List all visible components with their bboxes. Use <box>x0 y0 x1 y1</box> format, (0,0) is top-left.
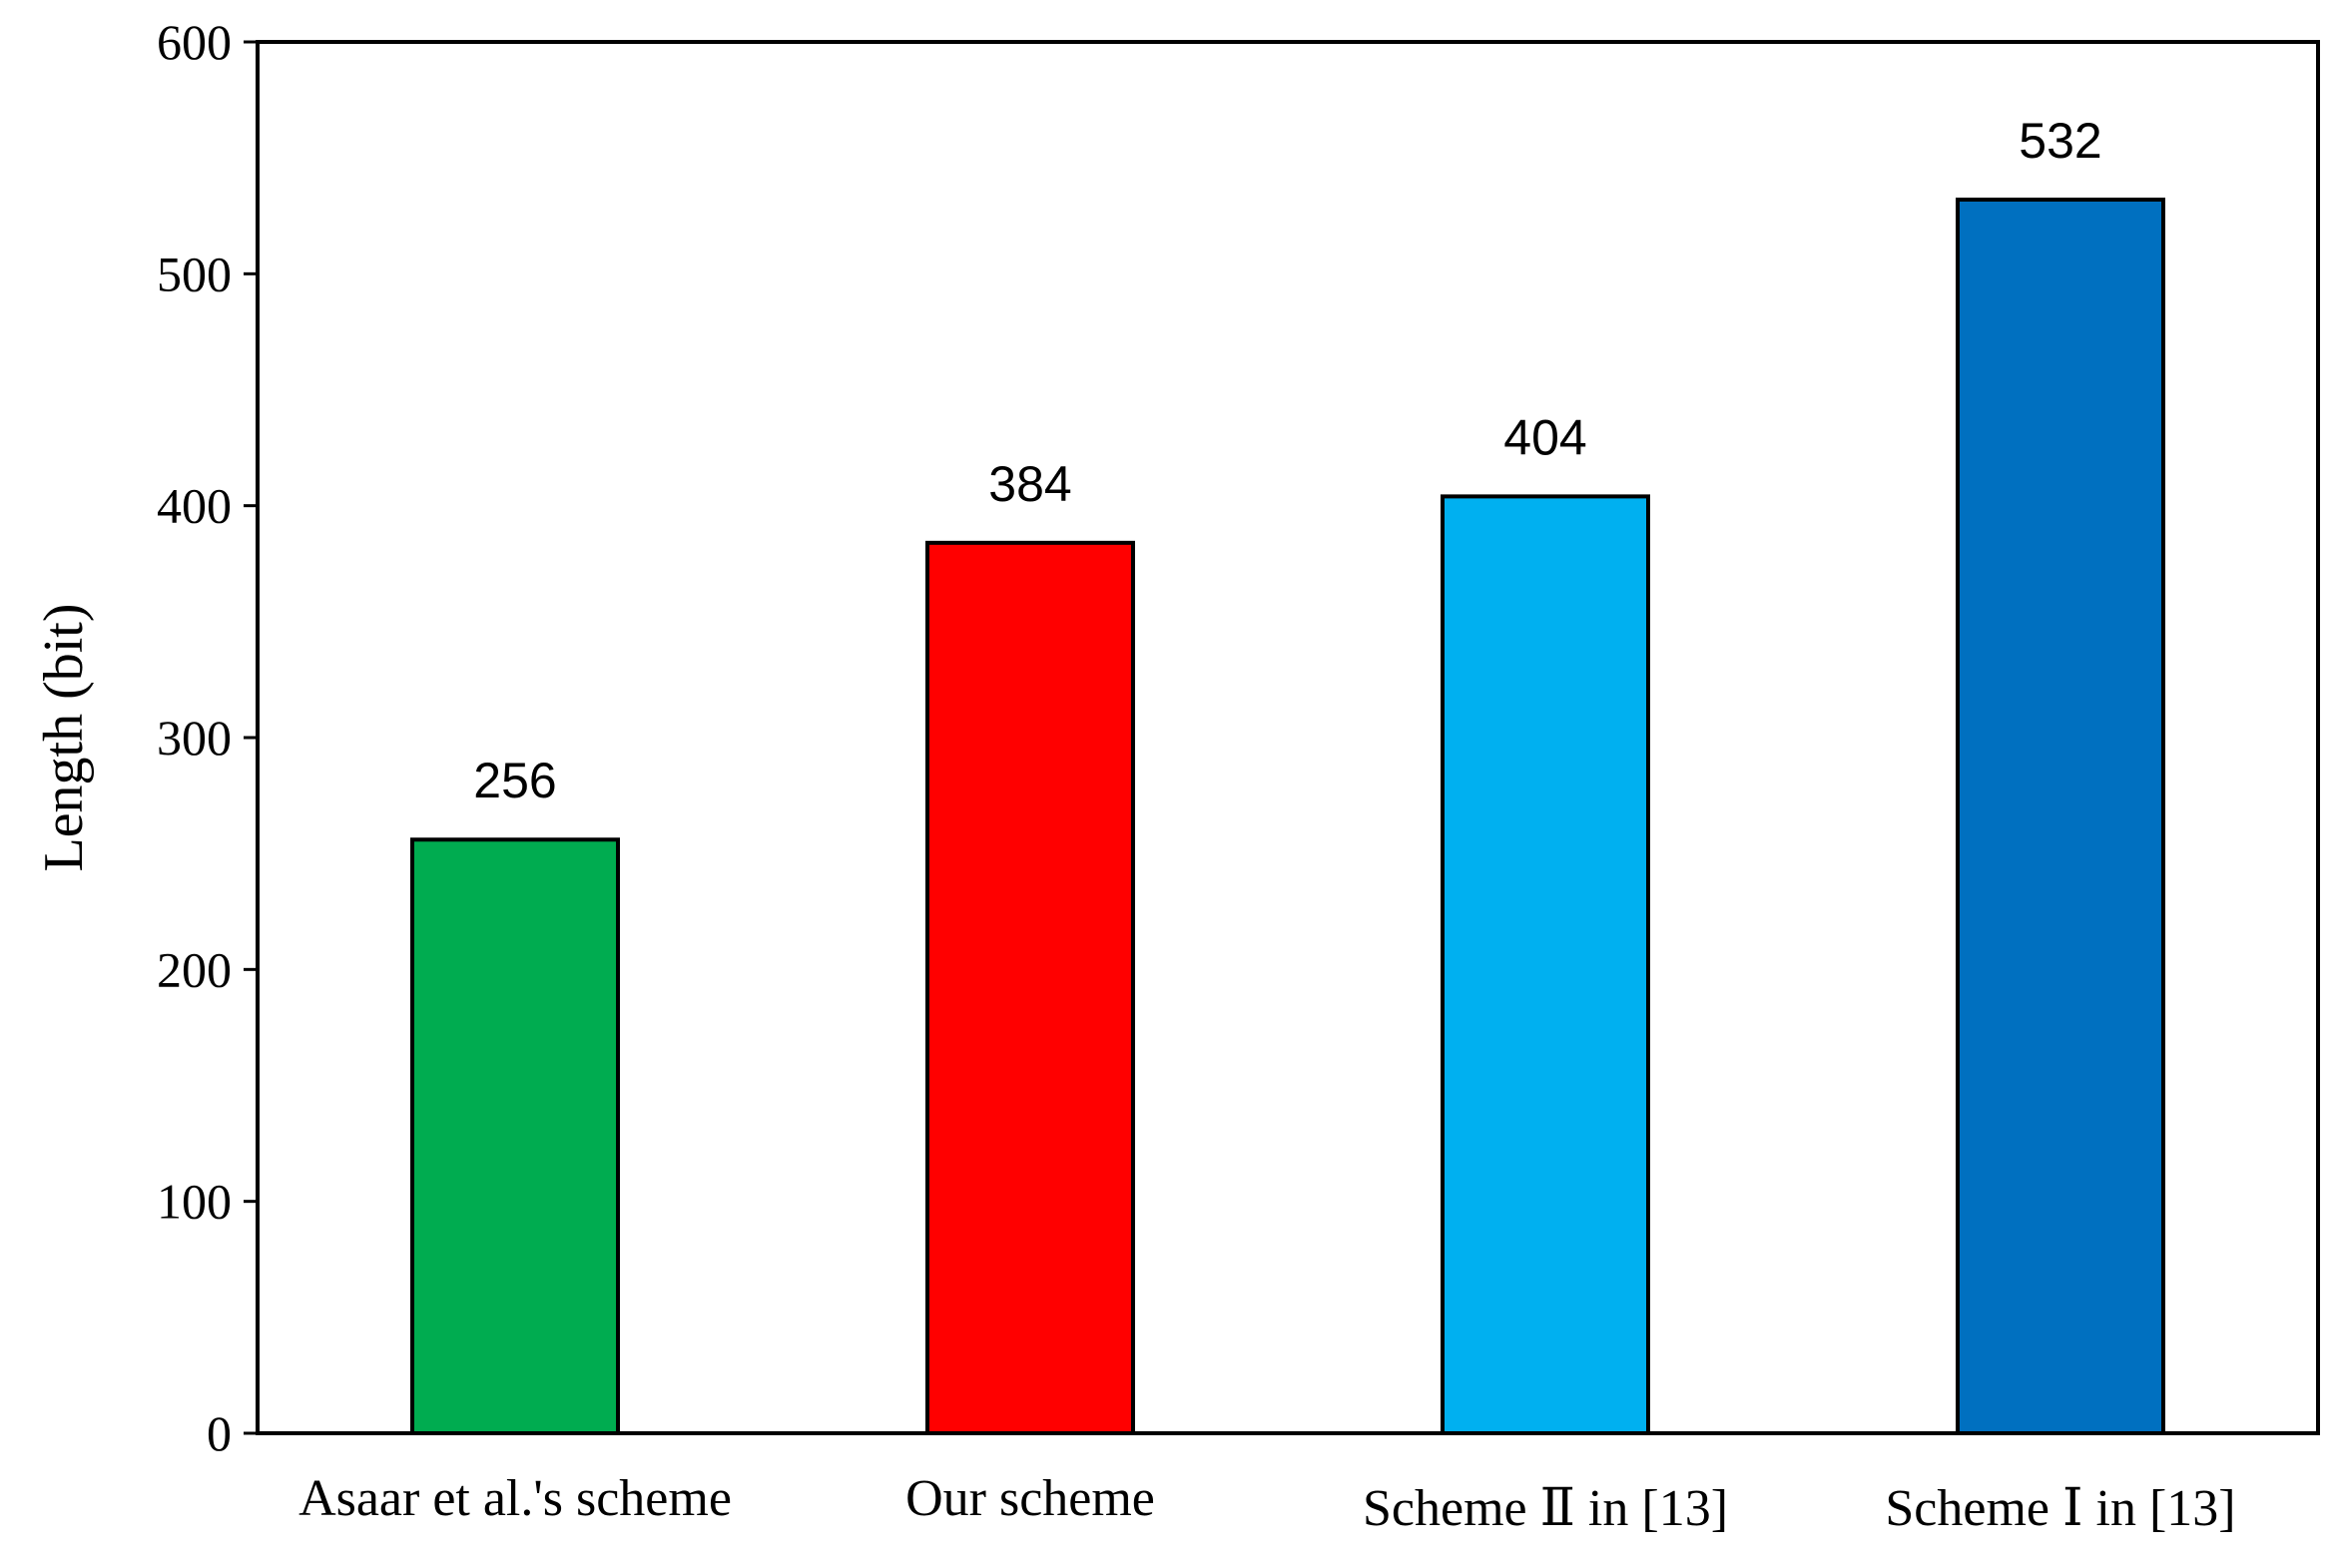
category-label-2: Scheme Ⅱ in [13] <box>1363 1480 1728 1537</box>
bars <box>410 197 2165 1435</box>
y-tick-label: 300 <box>157 710 232 766</box>
category-labels: Asaar et al.'s scheme Our scheme Scheme Ⅱ … <box>298 1470 2236 1537</box>
y-tick-label: 400 <box>157 478 232 534</box>
y-tick-label: 500 <box>157 246 232 301</box>
data-labels: 256 384 404 532 <box>473 113 2101 808</box>
category-label-1: Our scheme <box>905 1470 1155 1527</box>
data-label-1: 384 <box>988 456 1071 512</box>
y-tick-label: 0 <box>207 1405 232 1461</box>
y-tick-label: 200 <box>157 941 232 997</box>
y-axis-ticks: 0 100 200 300 400 500 600 <box>157 14 258 1461</box>
y-axis-title: Length (bit) <box>33 603 95 871</box>
category-label-3: Scheme Ⅰ in [13] <box>1885 1480 2235 1537</box>
bar-2 <box>1441 494 1650 1435</box>
data-label-2: 404 <box>1503 409 1586 465</box>
bar-3 <box>1956 197 2165 1435</box>
data-label-3: 532 <box>2019 113 2101 169</box>
y-tick-label: 100 <box>157 1174 232 1230</box>
category-label-0: Asaar et al.'s scheme <box>298 1470 732 1527</box>
bar-0 <box>410 837 620 1435</box>
data-label-0: 256 <box>473 753 556 808</box>
y-tick-label: 600 <box>157 14 232 70</box>
plot-area-frame <box>256 40 2320 1435</box>
bar-1 <box>925 540 1135 1435</box>
